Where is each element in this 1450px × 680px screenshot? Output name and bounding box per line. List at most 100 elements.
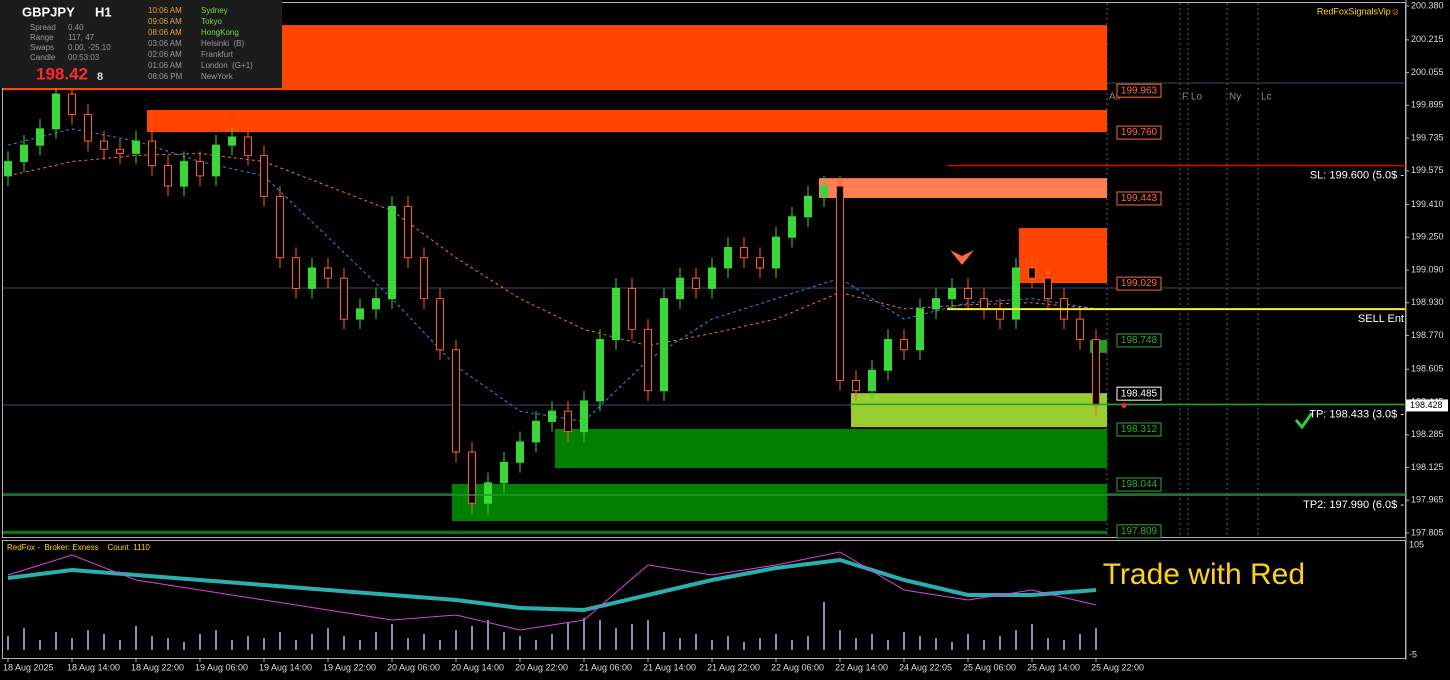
histogram-bar	[183, 642, 185, 650]
candle-body	[596, 339, 604, 402]
candle-body	[4, 161, 12, 177]
info-value: 117, 47	[68, 33, 95, 42]
histogram-bar	[135, 626, 137, 650]
session-name: HongKong	[201, 28, 239, 37]
candle-body	[212, 144, 220, 177]
session-name: London (G+1)	[201, 61, 253, 70]
histogram-bar	[247, 636, 249, 650]
candle-body	[708, 267, 716, 289]
time-tick-label: 22 Aug 14:00	[835, 662, 888, 672]
banner: Trade with Red	[1103, 558, 1305, 591]
price-tick-label: 200.215	[1411, 34, 1444, 44]
histogram-bar	[119, 640, 121, 650]
trade-label: SELL Ent	[1358, 313, 1404, 325]
candle-body	[996, 308, 1004, 320]
indicator-line	[7, 551, 1097, 631]
price-tick-label: 198.285	[1411, 429, 1444, 439]
zone	[147, 110, 1107, 133]
info-value: 0.40	[68, 23, 84, 32]
info-panel-bg	[0, 0, 282, 88]
time-tick-label: 19 Aug 06:00	[195, 662, 248, 672]
candle-body	[836, 185, 844, 381]
candle-body	[532, 420, 540, 443]
candle-body	[852, 379, 860, 392]
histogram-bar	[7, 636, 9, 650]
indicator-tick-label: -5	[1409, 649, 1417, 659]
price-marker	[1121, 402, 1127, 408]
candle-body	[420, 257, 428, 300]
histogram-bar	[775, 634, 777, 650]
histogram-bar	[711, 640, 713, 650]
candle-body	[548, 410, 556, 422]
histogram-bar	[807, 636, 809, 650]
histogram-bar	[39, 640, 41, 650]
histogram-bar	[551, 634, 553, 650]
histogram-bar	[407, 638, 409, 650]
candle-body	[804, 195, 812, 218]
current-price-box	[1406, 399, 1448, 412]
time-tick-label: 19 Aug 22:00	[323, 662, 376, 672]
zone-label: 199.760	[1121, 127, 1158, 138]
time-tick-label: 21 Aug 06:00	[579, 662, 632, 672]
session-name: Helsinki (B)	[201, 39, 244, 48]
price-tick-label: 198.125	[1411, 462, 1444, 472]
watermark: RedFoxSignalsVip☺	[1317, 6, 1400, 16]
time-tick-label: 25 Aug 22:00	[1091, 662, 1144, 672]
time-tick-label: 21 Aug 14:00	[643, 662, 696, 672]
histogram-bar	[231, 640, 233, 650]
zone-label-box	[1116, 333, 1162, 348]
zone-label-box	[1116, 191, 1162, 206]
histogram-bar	[471, 626, 473, 650]
price-tick-label: 197.965	[1411, 495, 1444, 505]
info-value: 00:53:03	[68, 53, 100, 62]
session-marker: Lc	[1261, 92, 1272, 103]
candle-body	[260, 154, 268, 197]
trade-label: TP2: 197.990 (6.0$ -	[1303, 499, 1404, 511]
candle-body	[52, 93, 60, 130]
time-tick-label: 18 Aug 22:00	[131, 662, 184, 672]
session-time: 03:06 AM	[148, 39, 182, 48]
histogram-bar	[279, 632, 281, 650]
session-time: 08:06 AM	[148, 28, 182, 37]
histogram-bar	[583, 618, 585, 650]
timeframe: H1	[95, 4, 112, 19]
histogram-bar	[1063, 640, 1065, 650]
candle-body	[564, 410, 572, 433]
candle-body	[324, 267, 332, 279]
zone-label: 199.963	[1121, 85, 1158, 96]
time-tick-label: 25 Aug 14:00	[1027, 662, 1080, 672]
histogram-bar	[1031, 624, 1033, 650]
candle-body	[356, 308, 364, 320]
symbol: GBPJPY	[22, 4, 75, 19]
candle-body	[692, 277, 700, 289]
histogram-bar	[71, 638, 73, 650]
candle-body	[84, 114, 92, 142]
histogram-bar	[1095, 628, 1097, 650]
zone-label: 198.044	[1121, 479, 1158, 490]
price-tick-label: 199.575	[1411, 165, 1444, 175]
candle-body	[788, 216, 796, 238]
zone-label: 197.809	[1121, 526, 1158, 537]
session-name: Sydney	[201, 6, 228, 15]
candle-body	[628, 287, 636, 330]
candle-body	[308, 267, 316, 289]
histogram-bar	[839, 630, 841, 650]
histogram-bar	[983, 640, 985, 650]
candle-body	[868, 369, 876, 392]
histogram-bar	[631, 624, 633, 650]
info-key: Swaps	[30, 43, 54, 52]
session-time: 09:06 AM	[148, 17, 182, 26]
candle-body	[644, 328, 652, 392]
histogram-bar	[455, 630, 457, 650]
candle-body	[452, 349, 460, 453]
zone-label-box	[1116, 83, 1162, 98]
price-tick-label: 198.770	[1411, 330, 1444, 340]
histogram-bar	[295, 640, 297, 650]
price-tick-label: 199.090	[1411, 264, 1444, 274]
candle-body	[20, 144, 28, 163]
histogram-bar	[951, 642, 953, 650]
zone-label: 198.312	[1121, 424, 1158, 435]
histogram-bar	[359, 640, 361, 650]
candle-body	[724, 246, 732, 269]
candle-body	[404, 206, 412, 259]
